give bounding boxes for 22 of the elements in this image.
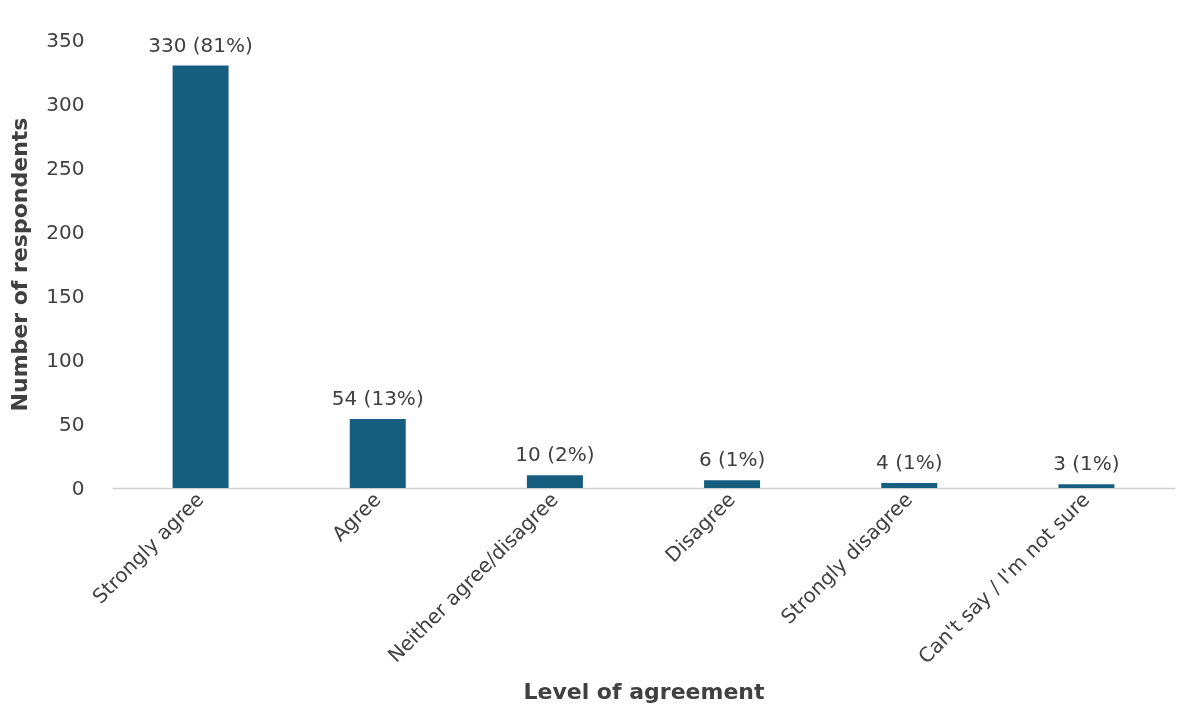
data-label: 330 (81%) <box>148 32 253 57</box>
data-label: 3 (1%) <box>1053 451 1120 476</box>
bar <box>881 482 938 488</box>
data-label: 10 (2%) <box>515 442 595 467</box>
y-tick-label: 0 <box>71 475 85 500</box>
bar <box>704 480 761 488</box>
y-tick-label: 300 <box>46 91 85 116</box>
data-label: 54 (13%) <box>331 385 424 410</box>
y-axis-title: Number of respondents <box>7 117 33 412</box>
x-axis-title: Level of agreement <box>523 678 766 704</box>
data-label: 4 (1%) <box>876 449 943 474</box>
y-tick-label: 100 <box>46 347 85 372</box>
y-tick-label: 250 <box>46 155 85 180</box>
bar <box>1058 484 1115 488</box>
y-tick-label: 350 <box>46 27 85 52</box>
bar <box>172 65 229 488</box>
bar <box>526 475 583 488</box>
y-tick-label: 50 <box>59 411 85 436</box>
bar <box>349 418 406 488</box>
y-tick-label: 150 <box>46 283 85 308</box>
y-tick-label: 200 <box>46 219 85 244</box>
data-label: 6 (1%) <box>698 447 766 472</box>
